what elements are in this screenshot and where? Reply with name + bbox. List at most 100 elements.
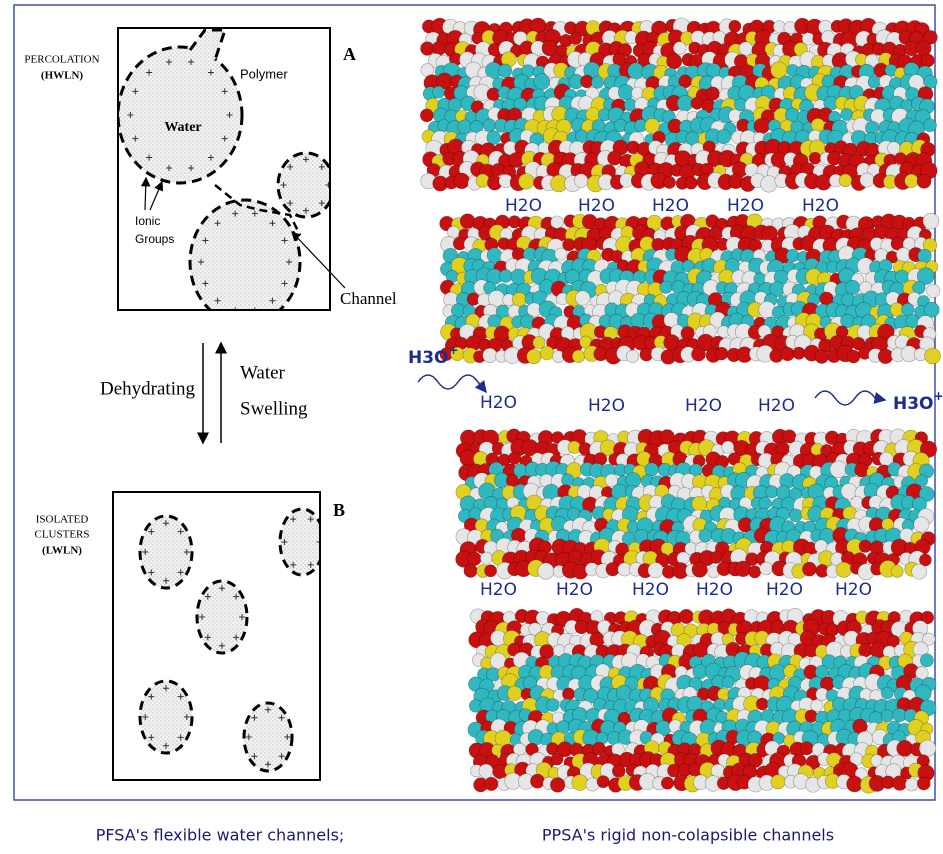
atom [479,764,493,778]
atom [685,177,698,190]
label: ISOLATED [36,514,89,526]
atom [836,562,851,577]
atom [484,565,496,577]
atom [786,249,799,262]
atom [530,774,544,788]
atom [562,688,574,700]
atom [538,563,554,579]
atom [923,119,936,132]
atom [881,710,893,722]
atom [572,350,585,363]
atom [691,97,703,109]
atom [909,75,924,90]
water-label: H2O [578,196,615,216]
atom [816,174,832,190]
ion-charge: + [449,343,459,357]
label: Polymer [240,66,288,81]
label: (LWLN) [42,545,82,557]
label: Groups [135,232,174,246]
atom [868,76,881,89]
atom [717,129,731,143]
atom [754,118,770,134]
atom [460,214,475,229]
atom [555,248,567,260]
atom [663,176,675,188]
label: PERCOLATION [24,54,99,66]
panel-letter: A [343,44,356,64]
atom [756,698,768,710]
atom [845,280,859,294]
atom [487,248,502,263]
atom [761,176,778,193]
atom [551,216,564,229]
water-label: H2O [505,196,542,216]
ion-text: H3O [893,394,934,414]
atom [781,347,794,360]
label: (HWLN) [41,70,84,82]
atom [667,54,682,69]
water-label: H2O [727,196,764,216]
ion-label: H3O+ [408,343,459,369]
water-label: H2O [588,396,625,416]
atom [572,775,588,791]
atom [561,474,574,487]
atom [912,564,927,579]
cluster [118,47,242,183]
panel-b: ISOLATED CLUSTERS (LWLN) B [34,492,345,780]
atom [811,118,824,131]
atom [551,753,563,765]
atom [821,31,835,45]
atom [575,291,590,306]
atom [809,152,821,164]
atom [527,349,542,364]
atom [645,463,658,476]
atom [498,64,512,78]
water-label: H2O [802,196,839,216]
atom [706,87,720,101]
atom [921,54,934,67]
atom [692,496,707,511]
atom [830,461,847,478]
atom [735,561,751,577]
water-label: H2O [685,396,722,416]
atom [722,676,734,688]
atom [905,174,919,188]
atom [783,430,796,443]
label: Dehydrating [100,378,195,399]
atom [512,292,526,306]
atom [760,562,773,575]
atom [919,740,936,757]
wavy-arrow [418,375,486,392]
atom [487,88,500,101]
atom [591,76,603,88]
atom [480,552,492,564]
atom [499,270,512,283]
atom [925,348,941,364]
atom [715,347,728,360]
atom [448,98,461,111]
atom [679,609,693,623]
wavy-arrow [815,391,885,405]
water-label: H2O [766,580,803,600]
atom [729,20,741,32]
water-label: H2O [835,580,872,600]
atom [901,303,914,316]
atom [859,540,871,552]
atom [710,551,722,563]
atom [518,174,534,190]
atom [645,118,660,133]
atom [855,463,869,477]
atom [923,213,939,229]
water-label: H2O [556,580,593,600]
pointer [145,178,146,210]
atom [789,509,802,522]
atom [575,130,588,143]
atom [492,163,504,175]
panel-letter: B [333,500,345,520]
atom [841,108,853,120]
atom [860,173,874,187]
atom [681,327,694,340]
atom [847,350,860,363]
label: Channel [340,289,397,308]
atom [815,350,829,364]
